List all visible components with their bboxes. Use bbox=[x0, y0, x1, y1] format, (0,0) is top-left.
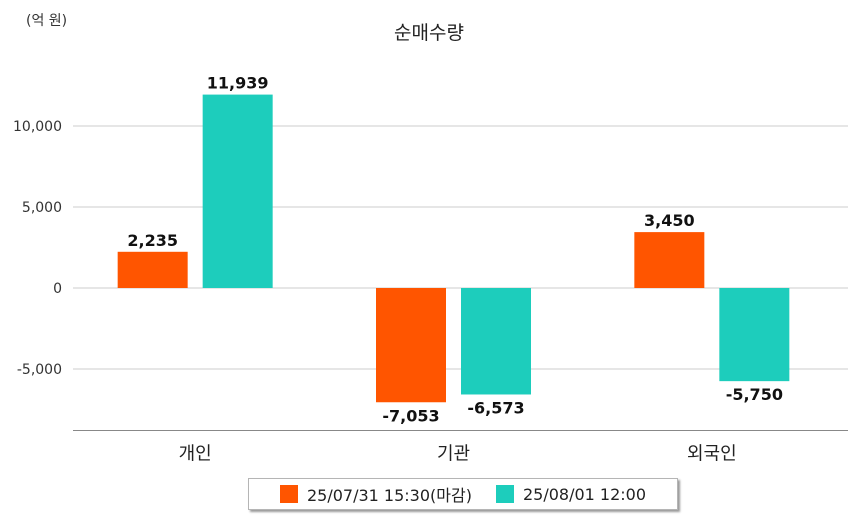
bar-1-1[interactable] bbox=[117, 251, 188, 288]
x-tick-label: 외국인 bbox=[687, 444, 737, 465]
chart-title: 순매수량 bbox=[394, 22, 464, 44]
legend-label-series-2: 25/08/01 12:00 bbox=[522, 484, 647, 504]
bar-2-1[interactable] bbox=[202, 94, 273, 289]
legend: 25/07/31 15:30(마감) 25/08/01 12:00 bbox=[248, 478, 678, 510]
y-tick-label: -5,000 bbox=[17, 362, 62, 378]
y-tick-label: 5,000 bbox=[22, 200, 62, 216]
x-tick-label: 개인 bbox=[179, 444, 212, 465]
legend-swatch-series-1 bbox=[279, 485, 298, 503]
data-label: 2,235 bbox=[127, 231, 178, 250]
data-label: -5,750 bbox=[726, 385, 783, 404]
bar-1-3[interactable] bbox=[634, 232, 705, 288]
data-label: -6,573 bbox=[467, 398, 524, 417]
data-label: -7,053 bbox=[382, 406, 439, 425]
data-label: 11,939 bbox=[207, 74, 269, 93]
unit-label: (억 원) bbox=[26, 13, 68, 29]
x-tick-label: 기관 bbox=[437, 444, 470, 465]
legend-item-series-1[interactable]: 25/07/31 15:30(마감) bbox=[279, 482, 472, 506]
bar-2-2[interactable] bbox=[461, 288, 531, 395]
data-label: 3,450 bbox=[644, 211, 695, 230]
bar-1-2[interactable] bbox=[376, 288, 446, 403]
legend-label-series-1: 25/07/31 15:30(마감) bbox=[306, 486, 472, 505]
bar-chart: 10,000 5,000 0 -5,000 2,235 11,939 -7,053 -6,5… bbox=[13, 74, 848, 465]
legend-item-series-2[interactable]: 25/08/01 12:00 bbox=[495, 484, 647, 504]
y-tick-label: 0 bbox=[53, 281, 62, 297]
y-tick-label: 10,000 bbox=[13, 119, 62, 135]
legend-swatch-series-2 bbox=[495, 485, 514, 503]
bar-2-3[interactable] bbox=[719, 288, 790, 382]
